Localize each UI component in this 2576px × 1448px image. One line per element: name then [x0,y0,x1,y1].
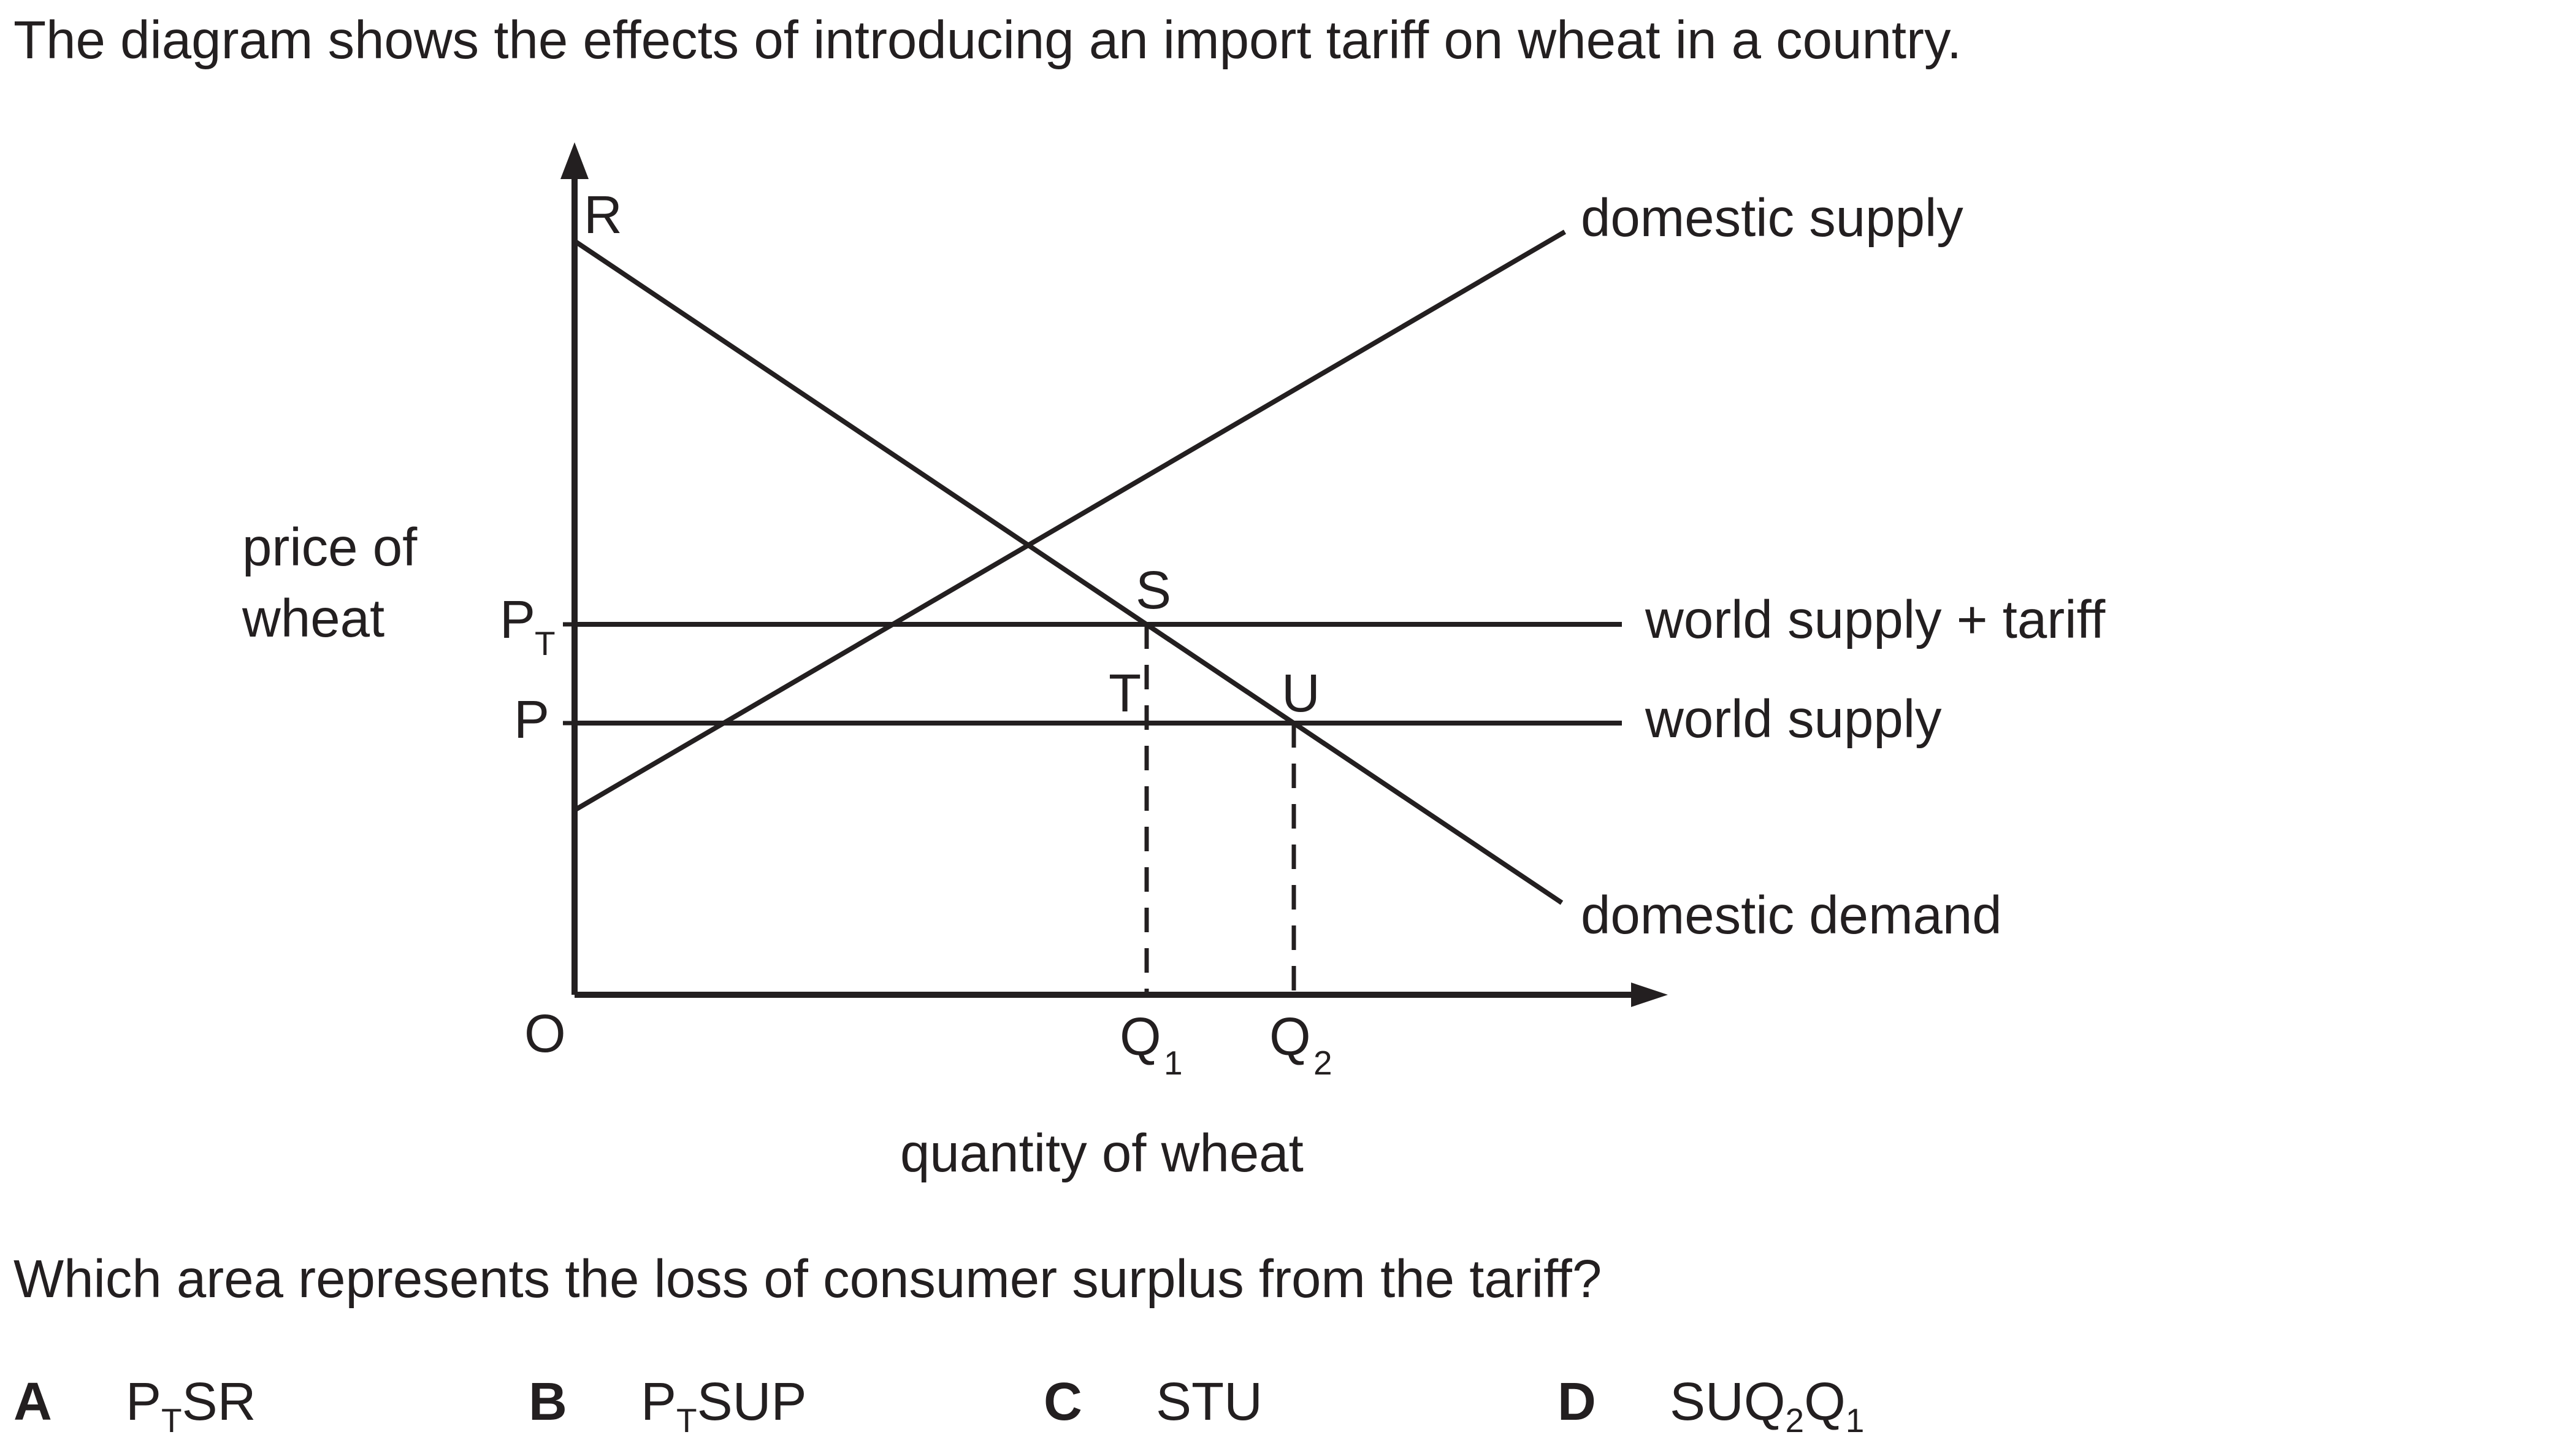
option-text-part: Q [1804,1372,1846,1431]
option-b-text: PTSUP [641,1372,807,1438]
x-axis-arrowhead [1631,983,1668,1007]
point-r-label: R [584,185,622,245]
y-axis-label-line1: price of [242,518,418,577]
domestic-supply-label: domestic supply [1581,188,1963,248]
domestic-demand-line [573,239,1564,905]
q2-subscript: 2 [1313,1044,1332,1082]
y-axis-arrowhead [560,142,589,179]
question-prompt: Which area represents the loss of consum… [13,1249,1602,1309]
option-text-part: SUP [697,1372,807,1431]
y-axis-label-line2: wheat [242,589,384,648]
option-d-letter: D [1557,1372,1596,1431]
option-c-text: STU [1156,1375,1263,1428]
point-t-label: T [1109,664,1141,723]
q1-subscript: 1 [1164,1044,1183,1082]
price-tariff-label: P [500,590,535,649]
option-a[interactable]: A PTSR [13,1372,256,1438]
option-text-part: P [641,1372,677,1431]
point-s-label: S [1136,561,1171,620]
option-a-letter: A [13,1372,52,1431]
x-axis-label: quantity of wheat [900,1124,1304,1183]
option-subscript: T [161,1401,182,1439]
option-text-part: SR [182,1372,256,1431]
option-text-part: SUQ [1670,1372,1786,1431]
option-subscript: 1 [1845,1401,1865,1439]
option-d-text: SUQ2Q1 [1670,1372,1864,1438]
option-text-part: P [126,1372,162,1431]
option-a-text: PTSR [126,1372,256,1438]
price-tariff-subscript: T [535,624,556,662]
q2-label: Q [1269,1007,1311,1067]
world-supply-label: world supply [1645,689,1942,749]
option-subscript: T [676,1401,697,1439]
option-d[interactable]: D SUQ2Q1 [1557,1372,1864,1438]
origin-label: O [524,1004,566,1063]
point-u-label: U [1282,664,1320,723]
option-c-letter: C [1044,1372,1082,1431]
option-subscript: 2 [1785,1401,1805,1439]
option-c[interactable]: C STU [1044,1372,1263,1431]
q1-label: Q [1120,1007,1161,1067]
domestic-demand-label: domestic demand [1581,886,2002,945]
option-b[interactable]: B PTSUP [529,1372,807,1438]
option-b-letter: B [529,1372,567,1431]
world-supply-tariff-label: world supply + tariff [1645,590,2106,649]
question-intro: The diagram shows the effects of introdu… [13,10,1962,70]
domestic-supply-line [573,229,1567,813]
option-text-part: STU [1156,1372,1263,1431]
price-world-label: P [514,690,549,749]
